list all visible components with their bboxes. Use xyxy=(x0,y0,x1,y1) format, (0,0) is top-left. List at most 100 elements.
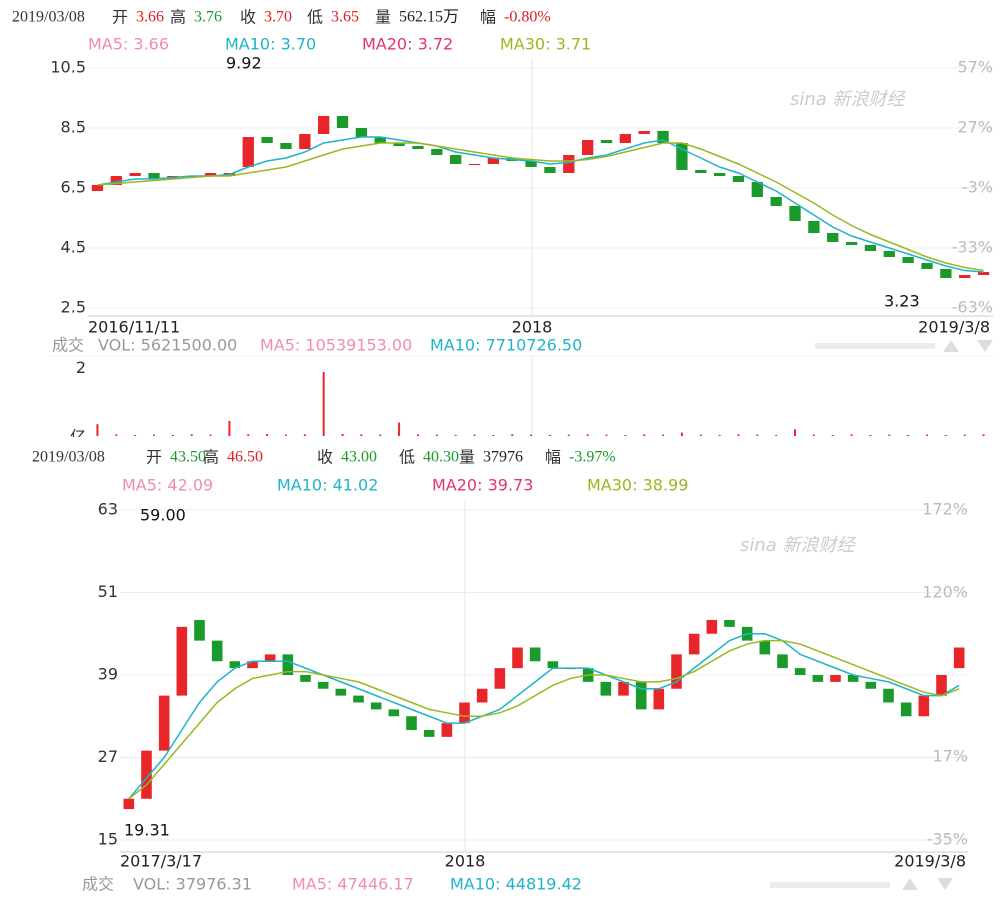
candle-body xyxy=(512,647,523,669)
volume-bar xyxy=(926,434,929,436)
candle-body xyxy=(688,633,700,655)
header-value: 3.66 xyxy=(136,9,164,26)
candle-body xyxy=(544,167,556,173)
volume-bar xyxy=(360,434,363,436)
candle-body xyxy=(211,640,223,662)
y-tick-label: 2.5 xyxy=(61,298,86,317)
header-label: 高 xyxy=(170,8,186,27)
candle-body xyxy=(600,140,613,143)
candle-body xyxy=(194,620,205,641)
candle-body xyxy=(940,269,952,278)
candle-body xyxy=(600,681,612,696)
header-label: 量 xyxy=(459,448,475,467)
ma-legend: MA30: 38.99 xyxy=(587,476,688,495)
y2-tick-label: 17% xyxy=(932,747,968,766)
volume-bar xyxy=(794,429,797,436)
vol-legend: 成交 xyxy=(52,336,84,355)
candle-body xyxy=(423,730,435,737)
volume-bar xyxy=(680,432,683,436)
vol-legend: MA5: 47446.17 xyxy=(292,875,414,894)
candle-body xyxy=(355,128,368,137)
header-label: 幅 xyxy=(480,8,496,27)
candle-body xyxy=(176,626,188,696)
volume-bar xyxy=(152,434,155,436)
candle-body xyxy=(883,688,894,703)
candle-body xyxy=(388,709,400,717)
vol-legend: MA10: 7710726.50 xyxy=(430,336,582,355)
candle-body xyxy=(129,173,141,176)
candle-body xyxy=(229,661,241,669)
watermark: sina 新浪财经 xyxy=(790,89,907,110)
candle-body xyxy=(653,688,665,710)
candle-body xyxy=(335,688,347,696)
volume-bar xyxy=(322,372,325,436)
candle-body xyxy=(374,137,386,143)
volume-bar xyxy=(398,422,401,436)
candle-body xyxy=(936,675,947,696)
candle-body xyxy=(282,654,294,675)
volume-bar xyxy=(869,434,872,436)
candle-body xyxy=(918,695,930,717)
y-tick-label: 27 xyxy=(98,747,118,766)
candle-body xyxy=(318,116,330,134)
volume-bar xyxy=(567,434,570,436)
candle-body xyxy=(864,245,877,251)
volume-bar xyxy=(944,434,947,436)
candle-body xyxy=(300,675,311,682)
y2-tick-label: -35% xyxy=(927,830,968,849)
candle-body xyxy=(353,695,364,703)
candle-body xyxy=(830,675,841,682)
candle-body xyxy=(123,798,135,810)
volume-bar xyxy=(530,434,533,436)
candle-body xyxy=(619,134,631,143)
y-tick-label: 51 xyxy=(98,582,118,601)
vol-legend: VOL: 5621500.00 xyxy=(98,336,237,355)
annotation: 59.00 xyxy=(140,506,186,525)
y-tick-label: 6.5 xyxy=(61,178,86,197)
candle-body xyxy=(808,221,820,233)
volume-bar xyxy=(662,434,665,436)
annotation: 19.31 xyxy=(124,821,170,840)
volume-bar xyxy=(605,434,608,436)
volume-bar xyxy=(963,434,966,436)
candle-body xyxy=(921,263,933,269)
y-tick-label: 15 xyxy=(98,830,118,849)
candle-body xyxy=(393,143,405,146)
ma-line xyxy=(97,142,984,272)
header-label: 开 xyxy=(146,448,162,467)
y2-tick-label: -63% xyxy=(952,298,993,317)
header-label: 高 xyxy=(203,448,219,467)
candle-body xyxy=(370,702,382,710)
ma-legend: MA5: 42.09 xyxy=(122,476,213,495)
volume-bar xyxy=(247,434,250,436)
vol-unit: 亿 xyxy=(70,428,86,447)
ma-legend: MA20: 3.72 xyxy=(362,35,453,54)
volume-bar xyxy=(737,434,740,436)
y-tick-label: 10.5 xyxy=(50,58,86,77)
x-label: 2018 xyxy=(512,318,553,337)
date: 2019/03/08 xyxy=(32,449,105,466)
y2-tick-label: 120% xyxy=(922,582,968,601)
candle-body xyxy=(657,131,669,143)
volume-bar xyxy=(982,434,985,436)
candle-body xyxy=(883,251,895,257)
volume-bar xyxy=(171,434,174,436)
volume-bar xyxy=(775,434,778,436)
volume-bar xyxy=(209,434,212,436)
volume-bar xyxy=(228,420,231,436)
volume-bar xyxy=(831,434,834,436)
candle-body xyxy=(618,681,629,696)
volume-bar xyxy=(586,434,589,436)
x-label: 2018 xyxy=(445,852,486,871)
y2-tick-label: -33% xyxy=(952,238,993,257)
volume-bar xyxy=(190,434,193,436)
volume-bar xyxy=(718,434,721,436)
volume-bar xyxy=(907,434,910,436)
candle-body xyxy=(777,654,788,669)
volume-bar xyxy=(624,434,627,436)
candle-body xyxy=(261,137,273,143)
volume-bar xyxy=(341,433,344,436)
candle-body xyxy=(204,173,217,176)
candle-body xyxy=(751,182,763,197)
